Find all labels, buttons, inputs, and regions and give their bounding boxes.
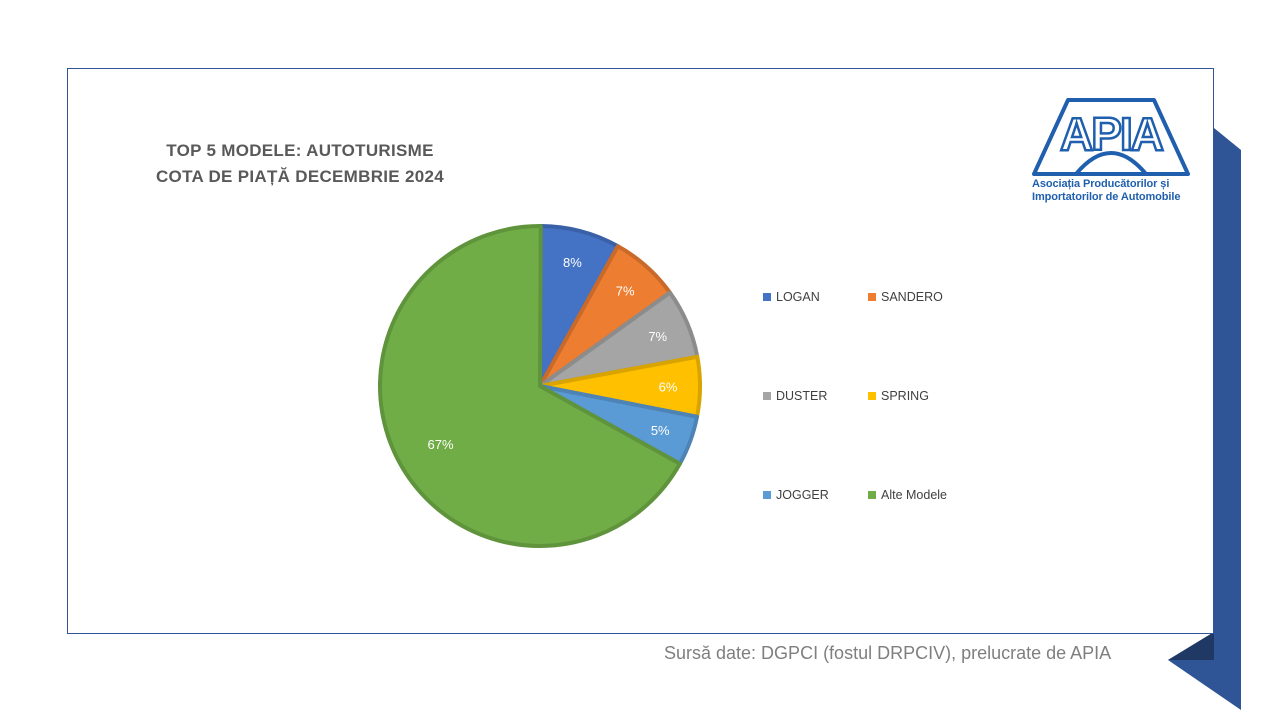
pie-chart: 8% 7% 7% 6% 5% 67% <box>378 224 702 548</box>
logo-subtitle-line-1: Asociația Producătorilor și <box>1032 178 1170 190</box>
legend-swatch <box>763 392 771 400</box>
data-label-duster: 7% <box>648 329 667 344</box>
legend-item-spring: SPRING <box>868 389 929 403</box>
logo-subtitle-line-2: Importatorilor de Automobile <box>1032 191 1181 203</box>
legend-swatch <box>868 392 876 400</box>
logo-text: APIA <box>1060 108 1163 160</box>
legend-item-alte-modele: Alte Modele <box>868 488 947 502</box>
pie-slice-alte-modele <box>378 224 682 548</box>
legend-item-duster: DUSTER <box>763 389 827 403</box>
legend-swatch <box>868 293 876 301</box>
chart-title-line-1: TOP 5 MODELE: AUTOTURISME <box>166 141 434 160</box>
chart-title-line-2: COTA DE PIAȚĂ DECEMBRIE 2024 <box>155 167 444 186</box>
data-label-spring: 6% <box>659 380 678 395</box>
legend-label: SANDERO <box>881 290 943 304</box>
legend-swatch <box>763 293 771 301</box>
legend-item-sandero: SANDERO <box>868 290 943 304</box>
chart-title: TOP 5 MODELE: AUTOTURISME COTA DE PIAȚĂ … <box>100 138 500 190</box>
data-label-alte-modele: 67% <box>428 437 454 452</box>
logo-arch <box>1074 151 1148 176</box>
legend-swatch <box>763 491 771 499</box>
source-note: Sursă date: DGPCI (fostul DRPCIV), prelu… <box>664 643 1112 663</box>
legend-label: SPRING <box>881 389 929 403</box>
logo-outline <box>1032 98 1190 176</box>
legend-item-jogger: JOGGER <box>763 488 829 502</box>
legend-label: JOGGER <box>776 488 829 502</box>
legend-label: LOGAN <box>776 290 820 304</box>
data-label-logan: 8% <box>563 255 582 270</box>
apia-logo: APIA <box>1032 98 1190 176</box>
chart-legend: LOGAN SANDERO DUSTER SPRING JOGGER Alte Model… <box>763 290 1003 510</box>
legend-label: DUSTER <box>776 389 828 403</box>
legend-label: Alte Modele <box>881 488 948 502</box>
legend-item-logan: LOGAN <box>763 290 820 304</box>
data-label-sandero: 7% <box>616 283 635 298</box>
legend-swatch <box>868 491 876 499</box>
data-label-jogger: 5% <box>651 423 670 438</box>
